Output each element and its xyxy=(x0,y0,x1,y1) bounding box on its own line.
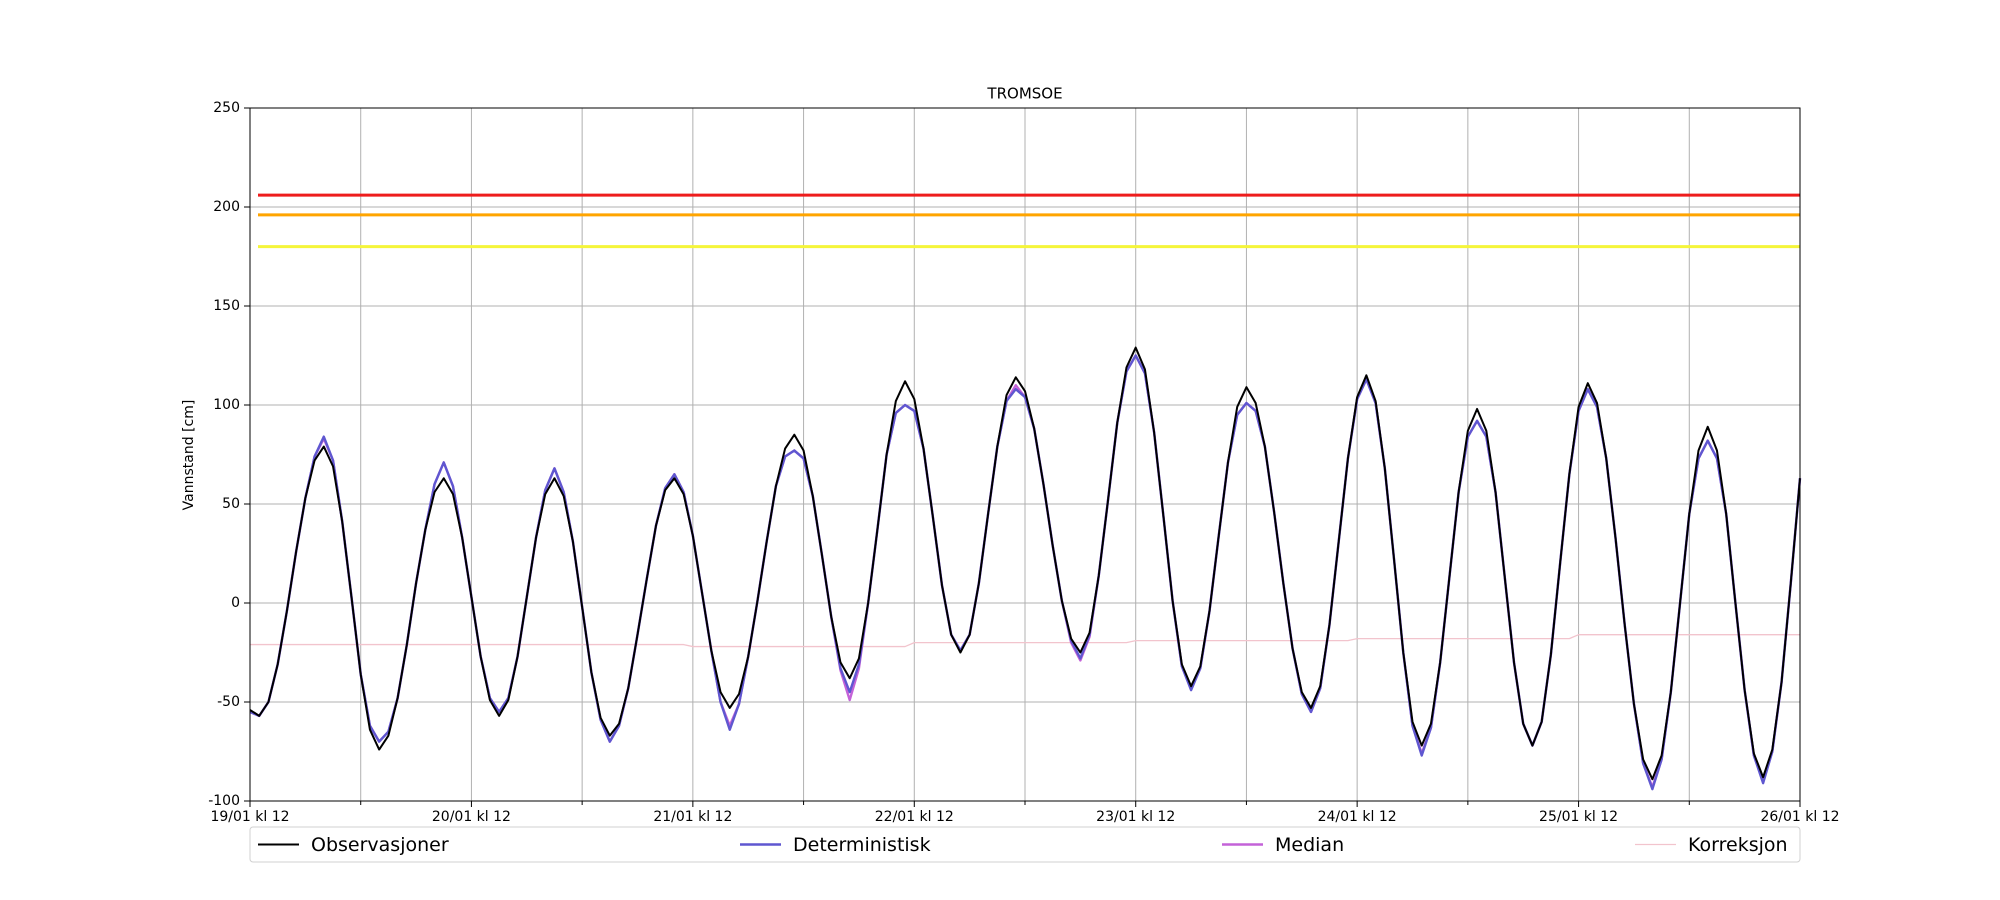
series-line xyxy=(249,346,1801,781)
x-tick-label: 19/01 kl 12 xyxy=(210,809,289,825)
legend-label: Deterministisk xyxy=(793,834,931,856)
grid xyxy=(249,107,1801,802)
legend-label: Median xyxy=(1275,834,1344,856)
x-tick-label: 23/01 kl 12 xyxy=(1096,809,1175,825)
plot-frame xyxy=(249,107,1801,802)
y-tick-label: 0 xyxy=(231,595,240,611)
series-line xyxy=(250,634,1800,648)
legend-box xyxy=(249,826,1801,863)
legend: Observasjoner Deterministisk Median Korreks… xyxy=(249,826,1801,863)
y-tick-label: -50 xyxy=(217,694,240,710)
y-tick-label: 200 xyxy=(213,199,240,215)
legend-label: Korreksjon xyxy=(1688,834,1788,856)
axes: -100 -50 0 50 100 150 200 250 19/01 kl 12 20/01 k… xyxy=(208,100,1839,825)
chart-title: TROMSOE xyxy=(986,85,1062,103)
y-tick-label: 50 xyxy=(222,496,240,512)
y-axis-label: Vannstand [cm] xyxy=(181,400,197,511)
x-tick-label: 22/01 kl 12 xyxy=(875,809,954,825)
y-tick-label: -100 xyxy=(208,793,240,809)
x-tick-label: 25/01 kl 12 xyxy=(1539,809,1618,825)
y-tick-label: 250 xyxy=(213,100,240,116)
x-tick-label: 21/01 kl 12 xyxy=(653,809,732,825)
legend-label: Observasjoner xyxy=(311,834,449,856)
x-tick-label: 26/01 kl 12 xyxy=(1760,809,1839,825)
y-tick-label: 100 xyxy=(213,397,240,413)
x-tick-label: 24/01 kl 12 xyxy=(1318,809,1397,825)
x-tick-label: 20/01 kl 12 xyxy=(432,809,511,825)
y-tick-label: 150 xyxy=(213,298,240,314)
plot-lines xyxy=(249,193,1802,791)
